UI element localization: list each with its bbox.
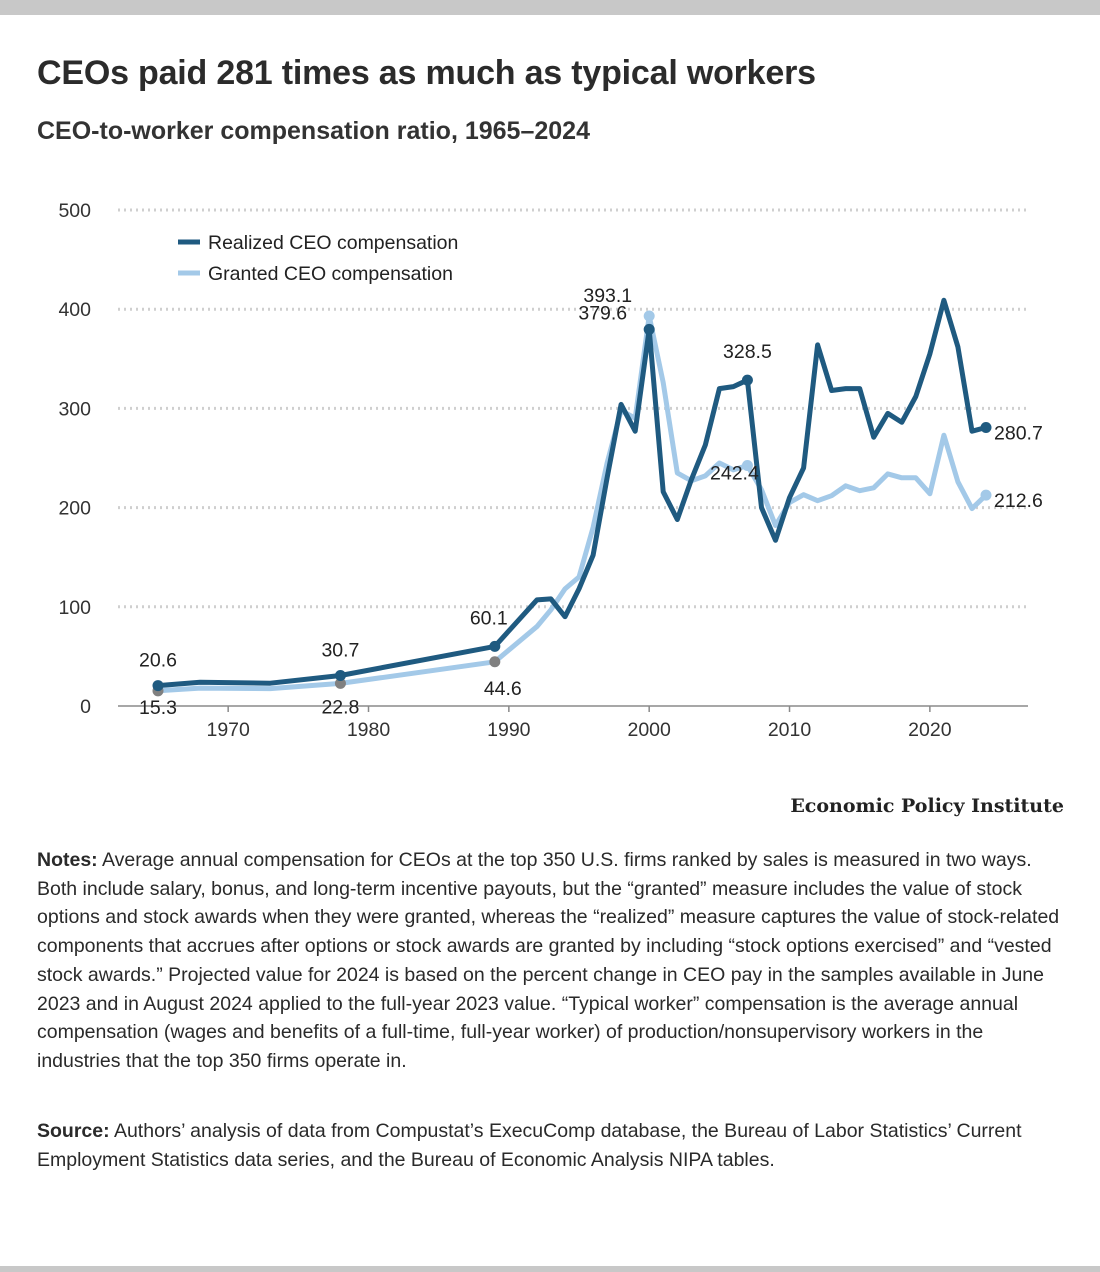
y-tick-label-100: 100 [58,597,91,619]
marker-granted-1978 [334,677,346,689]
marker-granted-2007 [741,460,753,472]
data-label-granted-1965: 15.3 [139,697,177,719]
series-line-realized [155,297,989,689]
marker-realized-1978 [334,670,346,682]
data-label-granted-2000: 393.1 [583,285,632,307]
x-tick-label-2000: 2000 [627,719,671,741]
y-tick-label-500: 500 [58,200,91,222]
data-label-realized-1978: 30.7 [321,640,359,662]
marker-realized-2007 [741,374,753,386]
marker-realized-1965 [152,680,164,692]
line-chart: 0 100 200 300 400 500 1970 1980 1990 2000 2010 202… [58,200,1043,741]
data-label-granted-2007: 242.4 [710,463,759,485]
x-tick-label-2010: 2010 [768,719,812,741]
x-tick-label-1970: 1970 [206,719,250,741]
data-label-granted-1989: 44.6 [484,678,522,700]
x-tick-label-1980: 1980 [347,719,391,741]
y-axis-ticks: 0 100 200 300 400 500 [58,200,91,718]
y-tick-label-0: 0 [80,696,91,718]
top-border-band [0,0,1100,15]
data-label-granted-1978: 22.8 [321,696,359,718]
chart-subtitle: CEO-to-worker compensation ratio, 1965–2… [37,117,590,145]
notes-paragraph: Notes: Average annual compensation for C… [37,846,1067,1076]
data-label-realized-2024: 280.7 [994,423,1043,445]
y-tick-label-200: 200 [58,498,91,520]
x-axis: 1970 1980 1990 2000 2010 2020 [118,705,1028,741]
brand-credit: Economic Policy Institute [790,795,1064,817]
data-label-realized-1989: 60.1 [470,607,508,629]
notes-text: Average annual compensation for CEOs at … [37,849,1060,1072]
marker-granted-2024 [980,489,992,501]
data-label-realized-1965: 20.6 [139,650,177,672]
bottom-border-band [0,1266,1100,1272]
y-tick-label-300: 300 [58,398,91,420]
x-tick-label-2020: 2020 [908,719,952,741]
source-text: Authors’ analysis of data from Compustat… [37,1120,1022,1171]
legend: Realized CEO compensation Granted CEO co… [178,232,458,285]
marker-granted-2000 [643,310,655,322]
data-label-granted-2024: 212.6 [994,490,1043,512]
notes-label: Notes: [37,849,98,871]
marker-realized-1989 [489,640,501,652]
data-labels: 20.6 30.7 60.1 379.6 328.5 280.7 15.3 22.8 44.6 3… [139,285,1043,719]
marker-realized-2000 [643,323,655,335]
data-label-realized-2000: 379.6 [578,302,627,324]
source-label: Source: [37,1120,110,1142]
y-tick-label-400: 400 [58,299,91,321]
series-markers [152,310,992,697]
source-paragraph: Source: Authors’ analysis of data from C… [37,1117,1067,1174]
gridlines [118,208,1028,609]
series-line-granted [155,313,989,694]
marker-realized-2024 [980,422,992,434]
marker-granted-1989 [489,656,501,668]
chart-title: CEOs paid 281 times as much as typical w… [37,54,816,92]
series-lines [155,297,989,694]
legend-label-realized: Realized CEO compensation [208,232,458,254]
legend-label-granted: Granted CEO compensation [208,263,453,285]
data-label-realized-2007: 328.5 [723,341,772,363]
x-tick-label-1990: 1990 [487,719,531,741]
